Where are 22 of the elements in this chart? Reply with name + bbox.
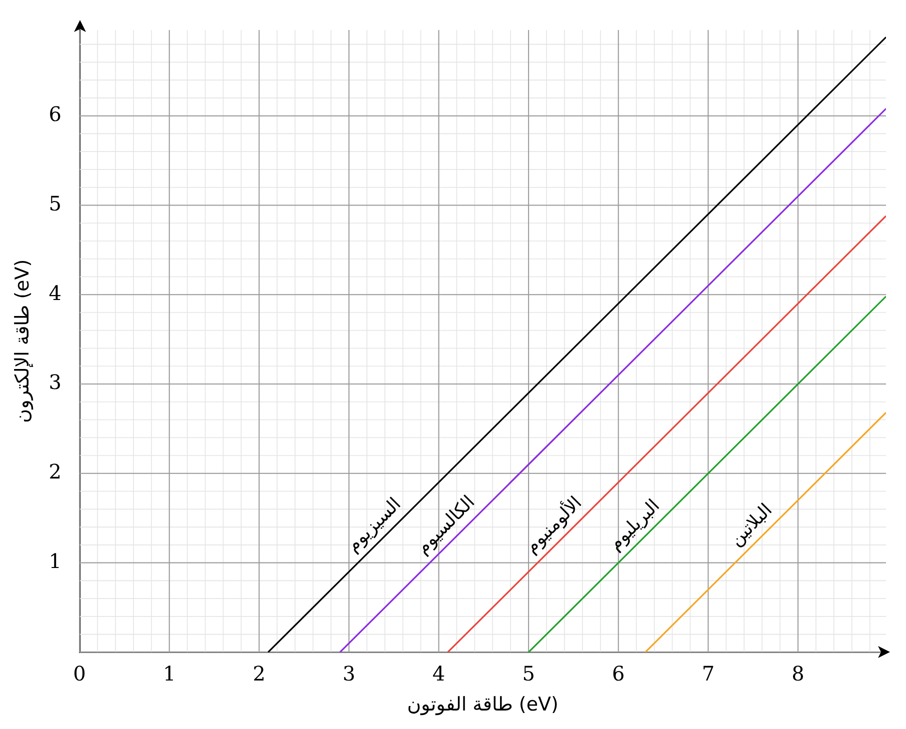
x-axis-title: طاقة الفوتون (eV): [407, 694, 558, 716]
y-tick-label: 3: [48, 370, 62, 394]
y-tick-label: 5: [48, 191, 62, 216]
x-tick-label: 1: [162, 661, 176, 686]
text: الألومنيوم: [520, 491, 586, 558]
x-tick-label: 4: [432, 661, 446, 686]
text: السيزيوم: [342, 494, 406, 556]
y-tick-label: 4: [48, 280, 62, 305]
x-tick-label: 5: [522, 661, 535, 686]
y-tick-label: 2: [48, 460, 62, 484]
y-tick-label: 1: [48, 549, 62, 574]
text: البلاتين: [726, 500, 777, 550]
x-tick-label: 0: [73, 661, 86, 686]
x-tick-label: 8: [792, 661, 804, 686]
x-tick-label: 3: [342, 661, 356, 686]
y-axis-title: طاقة الإلكترون (eV): [11, 259, 34, 423]
text: البريليوم: [604, 495, 664, 555]
x-tick-label: 2: [252, 661, 266, 686]
x-tick-label: 6: [612, 661, 625, 686]
y-tick-label: 6: [48, 102, 62, 126]
x-tick-label: 7: [702, 661, 715, 686]
text: الكالسيوم: [412, 492, 480, 558]
